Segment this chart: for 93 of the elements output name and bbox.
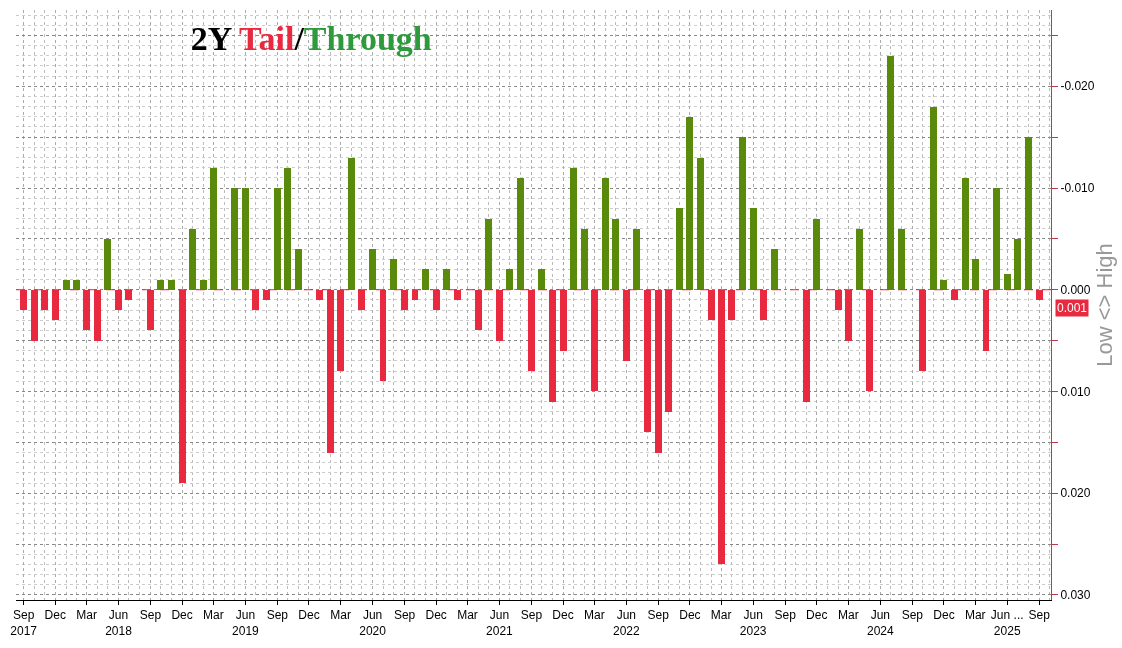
- bar: [633, 229, 640, 290]
- bar: [274, 188, 281, 290]
- y-tick-label: 0.020: [1060, 486, 1091, 501]
- bar: [210, 168, 217, 290]
- bar: [676, 208, 683, 290]
- x-tick-label: Dec: [933, 608, 955, 623]
- y-axis-title: Low <> High: [1091, 243, 1117, 367]
- bar: [295, 249, 302, 290]
- bar: [898, 229, 905, 290]
- x-tick-label: Dec: [806, 608, 828, 623]
- bar: [697, 158, 704, 290]
- text: 0.001: [1057, 301, 1088, 315]
- x-tick-label: Mar: [457, 608, 478, 623]
- bar: [655, 290, 662, 453]
- bar: [813, 219, 820, 290]
- bar: [157, 280, 164, 290]
- bar: [972, 259, 979, 290]
- bar: [1014, 239, 1021, 290]
- bar: [930, 107, 937, 290]
- bar: [517, 178, 524, 290]
- x-tick-label: Dec: [552, 608, 574, 623]
- bar: [1025, 137, 1032, 290]
- bar: [348, 158, 355, 290]
- bar: [549, 290, 556, 402]
- x-tick-label: Jun 2024: [867, 608, 895, 638]
- bar: [189, 229, 196, 290]
- x-tick-label: Dec: [44, 608, 66, 623]
- bar: [63, 280, 70, 290]
- bar: [1004, 274, 1011, 290]
- bar: [771, 249, 778, 290]
- bar: [200, 280, 207, 290]
- x-tick-label: Sep: [774, 608, 797, 623]
- y-tick-label: 0.030: [1060, 588, 1091, 603]
- bar: [538, 269, 545, 290]
- bar: [602, 178, 609, 290]
- x-tick-label: Jun 2021: [486, 608, 514, 638]
- x-tick-label: Mar: [964, 608, 986, 623]
- bar: [750, 208, 757, 290]
- bar: [390, 259, 397, 290]
- x-tick-label: Mar: [710, 608, 732, 623]
- bar: [485, 219, 492, 290]
- y-tick-label: -0.020: [1060, 79, 1095, 94]
- bar: [612, 219, 619, 290]
- bar: [231, 188, 238, 290]
- bar: [443, 269, 450, 290]
- x-tick-label: Sep: [266, 608, 289, 623]
- x-tick-label: Jun ... 2025: [990, 608, 1024, 638]
- x-tick-label: Sep: [647, 608, 670, 623]
- x-tick-label: Jun 2023: [739, 608, 767, 638]
- x-tick-label: Dec: [171, 608, 193, 623]
- bar: [475, 290, 482, 330]
- bar: [422, 269, 429, 290]
- x-tick-label: Sep: [520, 608, 543, 623]
- bar: [581, 229, 588, 290]
- x-tick-label: Dec: [425, 608, 447, 623]
- bar: [993, 188, 1000, 290]
- x-tick-label: Sep 2017: [10, 608, 38, 638]
- bar: [284, 168, 291, 290]
- x-tick-label: Sep: [393, 608, 416, 623]
- bar: [570, 168, 577, 290]
- x-tick-label: Mar: [76, 608, 97, 623]
- bar: [686, 117, 693, 290]
- bar: [856, 229, 863, 290]
- x-tick-label: Sep: [139, 608, 162, 623]
- x-tick-label: Dec: [298, 608, 320, 623]
- y-tick-label: 0.010: [1060, 384, 1091, 399]
- x-tick-label: Jun 2022: [612, 608, 640, 638]
- x-tick-label: Sep: [901, 608, 924, 623]
- x-tick-label: Sep: [1028, 608, 1051, 623]
- bar: [506, 269, 513, 290]
- bar: [835, 290, 842, 310]
- y-tick-label: 0.000: [1060, 282, 1091, 297]
- bar: [962, 178, 969, 290]
- x-tick-label: Dec: [679, 608, 701, 623]
- x-tick-label: Mar: [203, 608, 224, 623]
- chart-title: 2Y Tail/Through: [190, 19, 432, 57]
- x-tick-label: Jun 2018: [105, 608, 133, 638]
- bar: [887, 56, 894, 290]
- x-tick-label: Mar: [583, 608, 605, 623]
- bar: [242, 188, 249, 290]
- y-tick-label: -0.010: [1060, 181, 1095, 196]
- x-tick-label: Jun 2020: [359, 608, 387, 638]
- x-tick-label: Mar: [838, 608, 859, 623]
- bar: [728, 290, 735, 320]
- bar: [940, 280, 947, 290]
- bar: [168, 280, 175, 290]
- bar: [115, 290, 122, 310]
- bar: [739, 137, 746, 290]
- bar: [73, 280, 80, 290]
- x-tick-label: Jun 2019: [232, 608, 260, 638]
- bar: [369, 249, 376, 290]
- bar: [104, 239, 111, 290]
- x-tick-label: Mar: [330, 608, 351, 623]
